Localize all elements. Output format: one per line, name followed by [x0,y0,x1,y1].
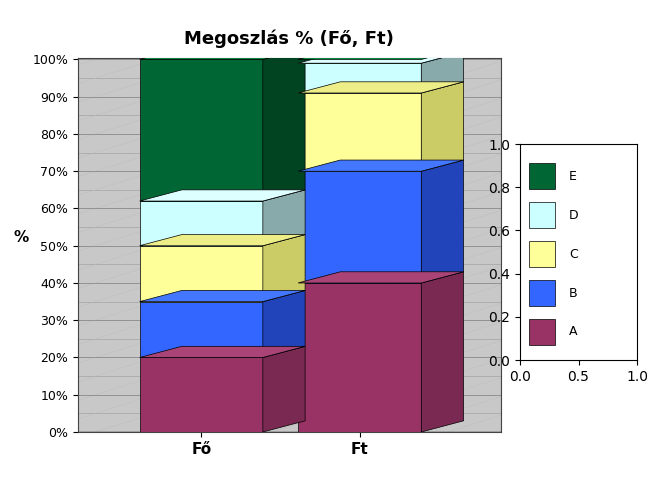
Bar [529,280,555,306]
Bar [529,319,555,345]
Polygon shape [263,190,305,246]
Polygon shape [140,201,263,246]
Polygon shape [298,63,421,93]
Polygon shape [298,272,463,283]
Polygon shape [298,171,421,283]
Polygon shape [263,290,305,358]
Polygon shape [140,301,263,358]
Text: D: D [569,209,578,222]
Polygon shape [421,48,463,63]
Polygon shape [140,358,263,432]
Polygon shape [298,48,463,60]
Polygon shape [263,48,305,201]
Polygon shape [421,272,463,432]
Polygon shape [140,48,305,60]
Polygon shape [263,235,305,301]
Polygon shape [298,160,463,171]
Polygon shape [140,60,263,201]
Text: E: E [569,170,577,183]
Polygon shape [421,160,463,283]
Text: A: A [569,325,578,338]
Y-axis label: %: % [14,230,29,245]
Polygon shape [298,82,463,93]
Polygon shape [421,52,463,93]
Bar [529,203,555,228]
Polygon shape [263,346,305,432]
Polygon shape [298,60,421,63]
Polygon shape [298,52,463,63]
Title: Megoszlás % (Fő, Ft): Megoszlás % (Fő, Ft) [185,29,394,48]
Polygon shape [140,290,305,301]
Polygon shape [140,246,263,301]
Polygon shape [140,235,305,246]
Polygon shape [298,283,421,432]
Polygon shape [78,432,543,443]
Polygon shape [140,190,305,201]
Text: C: C [569,248,578,261]
Bar [529,163,555,190]
Polygon shape [298,93,421,171]
Text: B: B [569,287,578,300]
Polygon shape [421,82,463,171]
Polygon shape [140,346,305,358]
Bar [529,241,555,267]
